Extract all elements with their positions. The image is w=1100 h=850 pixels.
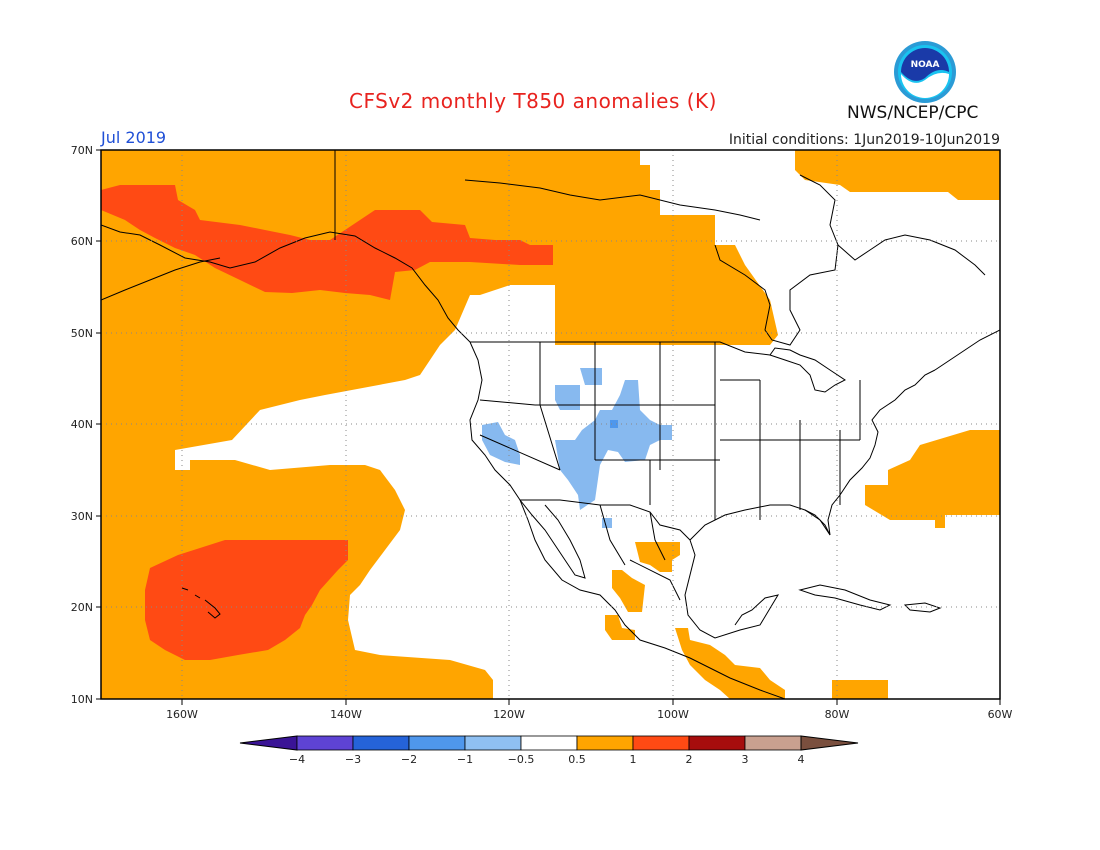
- colorbar-label: −4: [289, 753, 305, 766]
- alaska-coast: [101, 224, 471, 343]
- baja: [519, 499, 586, 579]
- alaska-red: [101, 185, 553, 300]
- florida: [804, 369, 936, 536]
- coastlines: [101, 150, 1000, 699]
- lat-tick-label: 10N: [71, 693, 93, 706]
- mexico-lightblue: [602, 518, 612, 528]
- colorbar-segment: [576, 735, 634, 751]
- mexico-states: [599, 504, 681, 601]
- central-america-orange: [675, 628, 785, 699]
- svg-text:NOAA: NOAA: [911, 60, 940, 70]
- hudson-bay: [714, 174, 839, 346]
- cuba: [798, 584, 892, 611]
- arctic-orange: [795, 150, 1000, 200]
- colorbar-segment: [352, 735, 410, 751]
- colorbar-label: −0.5: [508, 753, 535, 766]
- noaa-logo: NOAA: [894, 41, 956, 103]
- pacific-coast-us: [469, 341, 786, 699]
- anomaly-red-regions: [101, 185, 553, 660]
- hispaniola: [903, 602, 942, 613]
- atlantic-orange: [865, 430, 1000, 528]
- colorbar-label: −2: [401, 753, 417, 766]
- colorado-blue-cell: [610, 420, 618, 428]
- mexico-orange-2: [612, 570, 645, 612]
- lat-tick-label: 60N: [71, 235, 93, 248]
- us-mexico-border: [520, 499, 691, 541]
- arctic-coast: [464, 179, 761, 221]
- colorbar-label: 0.5: [568, 753, 586, 766]
- colorbar-label: 3: [742, 753, 749, 766]
- colorbar-segment: [464, 735, 522, 751]
- colorbar-label: 4: [798, 753, 805, 766]
- colorbar-label: 2: [686, 753, 693, 766]
- colorbar-segment: [632, 735, 690, 751]
- lon-tick-label: 60W: [988, 708, 1013, 721]
- colorbar-label: −3: [345, 753, 361, 766]
- lat-tick-label: 70N: [71, 144, 93, 157]
- colorbar-segment: [296, 735, 354, 751]
- north-pacific-orange: [101, 150, 778, 470]
- lon-axis: 160W 140W 120W 100W 80W 60W: [166, 699, 1013, 721]
- us-canada-border: [470, 341, 771, 356]
- colorbar: −4 −3 −2 −1 −0.5 0.5 1 2 3 4: [239, 735, 859, 766]
- lat-tick-label: 20N: [71, 601, 93, 614]
- anomaly-blue-regions: [482, 368, 672, 528]
- lon-tick-label: 100W: [657, 708, 689, 721]
- gulf-of-mexico-north: [689, 504, 831, 541]
- colorbar-segment: [408, 735, 466, 751]
- colorbar-segment: [688, 735, 746, 751]
- chart-title: CFSv2 monthly T850 anomalies (K): [349, 89, 717, 113]
- hawaii-red: [145, 540, 348, 660]
- aleutians: [101, 257, 221, 301]
- colorbar-arrow-low: [239, 735, 298, 751]
- california-lightblue: [482, 422, 520, 465]
- lat-tick-label: 40N: [71, 418, 93, 431]
- lon-tick-label: 160W: [166, 708, 198, 721]
- mexico-orange-1: [635, 542, 680, 572]
- initial-conditions: Initial conditions: 1Jun2019-10Jun2019: [728, 132, 1000, 148]
- lon-tick-label: 120W: [493, 708, 525, 721]
- anomaly-shading: [101, 150, 1000, 699]
- lat-axis: 10N 20N 30N 40N 50N 60N 70N: [71, 144, 101, 706]
- lon-tick-label: 140W: [330, 708, 362, 721]
- mexico-orange-3: [605, 615, 635, 640]
- colorbar-segment: [744, 735, 802, 751]
- colorbar-arrow-high: [800, 735, 859, 751]
- colorbar-segment: [520, 735, 578, 751]
- gulf-coast: [684, 539, 780, 639]
- lat-tick-label: 30N: [71, 510, 93, 523]
- colorbar-label: −1: [457, 753, 473, 766]
- us-state-lines: [479, 342, 861, 520]
- hawaii-islands: [181, 587, 221, 619]
- forecast-month: Jul 2019: [101, 128, 167, 147]
- lat-tick-label: 50N: [71, 327, 93, 340]
- caribbean-orange: [832, 680, 888, 699]
- atlantic-canada: [934, 329, 1000, 371]
- great-lakes: [769, 347, 846, 393]
- colorbar-label: 1: [630, 753, 637, 766]
- agency-label: NWS/NCEP/CPC: [847, 103, 979, 123]
- labrador: [837, 234, 986, 276]
- rockies-lightblue: [555, 368, 672, 510]
- lon-tick-label: 80W: [825, 708, 850, 721]
